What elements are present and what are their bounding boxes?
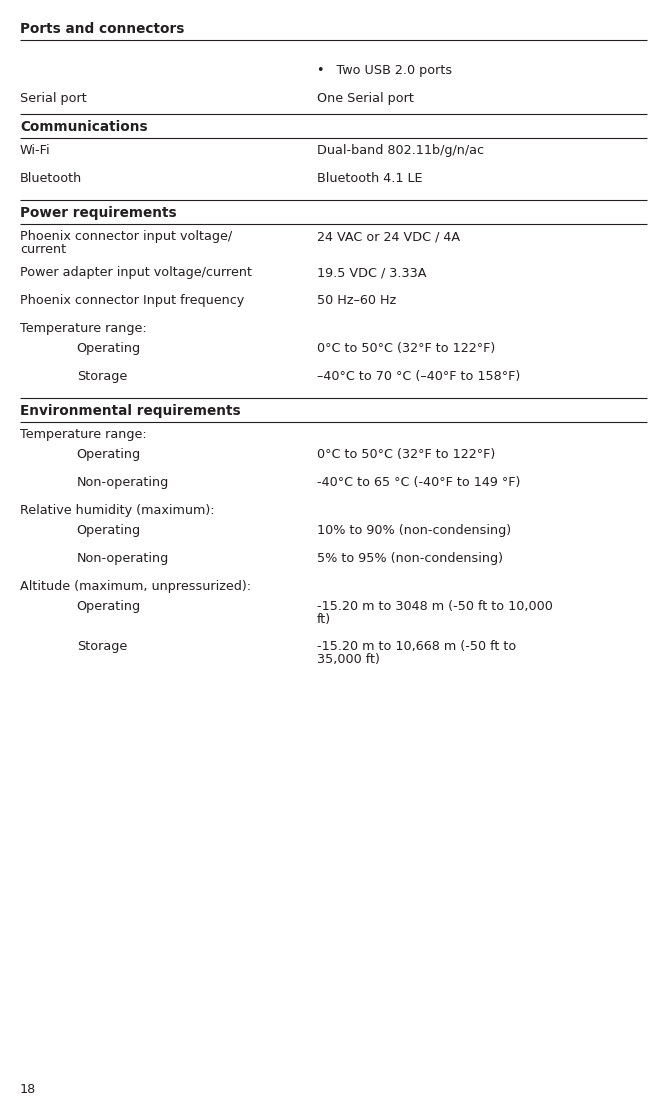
Text: 50 Hz–60 Hz: 50 Hz–60 Hz — [317, 294, 396, 307]
Text: –40°C to 70 °C (–40°F to 158°F): –40°C to 70 °C (–40°F to 158°F) — [317, 370, 520, 383]
Text: Serial port: Serial port — [20, 92, 87, 105]
Text: Wi-Fi: Wi-Fi — [20, 144, 51, 157]
Text: 10% to 90% (non-condensing): 10% to 90% (non-condensing) — [317, 524, 511, 537]
Text: 5% to 95% (non-condensing): 5% to 95% (non-condensing) — [317, 553, 503, 565]
Text: Dual-band 802.11b/g/n/ac: Dual-band 802.11b/g/n/ac — [317, 144, 484, 157]
Text: ft): ft) — [317, 613, 331, 626]
Text: Phoenix connector input voltage/: Phoenix connector input voltage/ — [20, 229, 232, 243]
Text: -15.20 m to 10,668 m (-50 ft to: -15.20 m to 10,668 m (-50 ft to — [317, 641, 516, 653]
Text: Power adapter input voltage/current: Power adapter input voltage/current — [20, 266, 252, 278]
Text: current: current — [20, 243, 66, 256]
Text: Storage: Storage — [77, 641, 127, 653]
Text: 18: 18 — [20, 1083, 36, 1096]
Text: Temperature range:: Temperature range: — [20, 428, 147, 441]
Text: Communications: Communications — [20, 120, 147, 134]
Text: 19.5 VDC / 3.33A: 19.5 VDC / 3.33A — [317, 266, 426, 278]
Text: Storage: Storage — [77, 370, 127, 383]
Text: -40°C to 65 °C (-40°F to 149 °F): -40°C to 65 °C (-40°F to 149 °F) — [317, 476, 520, 489]
Text: Ports and connectors: Ports and connectors — [20, 22, 184, 36]
Text: Non-operating: Non-operating — [77, 476, 169, 489]
Text: -15.20 m to 3048 m (-50 ft to 10,000: -15.20 m to 3048 m (-50 ft to 10,000 — [317, 600, 553, 613]
Text: 24 VAC or 24 VDC / 4A: 24 VAC or 24 VDC / 4A — [317, 229, 460, 243]
Text: Temperature range:: Temperature range: — [20, 322, 147, 335]
Text: One Serial port: One Serial port — [317, 92, 414, 105]
Text: Operating: Operating — [77, 448, 141, 461]
Text: Operating: Operating — [77, 600, 141, 613]
Text: Operating: Operating — [77, 524, 141, 537]
Text: Bluetooth 4.1 LE: Bluetooth 4.1 LE — [317, 172, 422, 185]
Text: Operating: Operating — [77, 342, 141, 355]
Text: 35,000 ft): 35,000 ft) — [317, 653, 380, 666]
Text: 0°C to 50°C (32°F to 122°F): 0°C to 50°C (32°F to 122°F) — [317, 448, 495, 461]
Text: Power requirements: Power requirements — [20, 206, 177, 219]
Text: Bluetooth: Bluetooth — [20, 172, 82, 185]
Text: Phoenix connector Input frequency: Phoenix connector Input frequency — [20, 294, 244, 307]
Text: 0°C to 50°C (32°F to 122°F): 0°C to 50°C (32°F to 122°F) — [317, 342, 495, 355]
Text: Environmental requirements: Environmental requirements — [20, 404, 241, 418]
Text: Non-operating: Non-operating — [77, 553, 169, 565]
Text: •   Two USB 2.0 ports: • Two USB 2.0 ports — [317, 63, 452, 77]
Text: Altitude (maximum, unpressurized):: Altitude (maximum, unpressurized): — [20, 580, 251, 593]
Text: Relative humidity (maximum):: Relative humidity (maximum): — [20, 504, 215, 517]
